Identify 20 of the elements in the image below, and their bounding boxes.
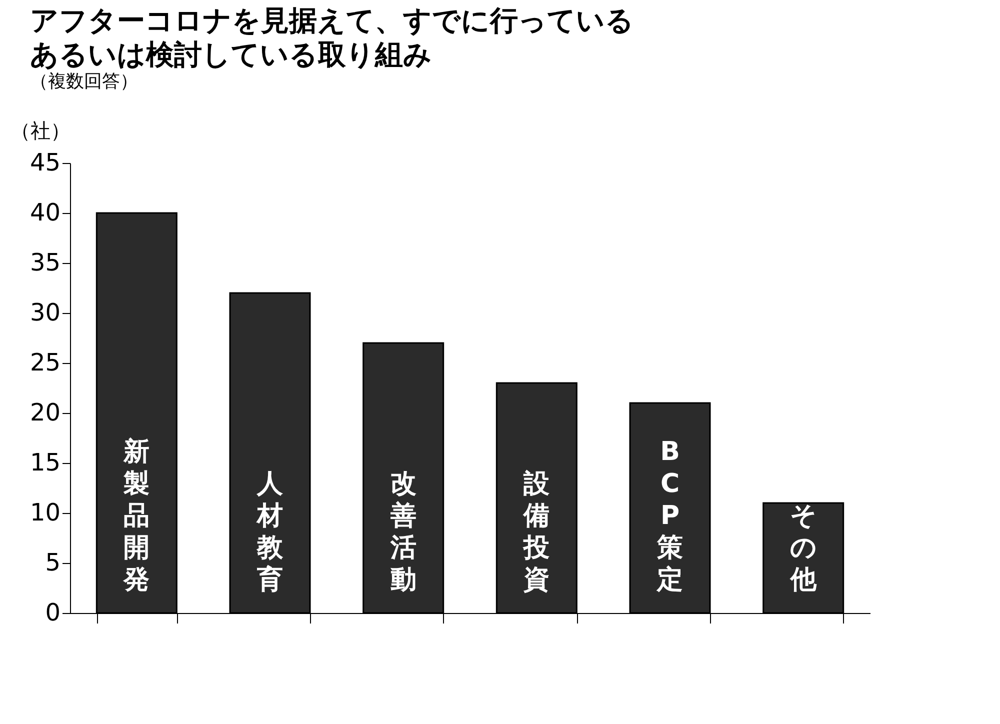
x-tick-label: 人材教育 (256, 469, 284, 595)
y-tick-label: 25 (30, 348, 60, 376)
y-tick-label: 0 (45, 598, 60, 626)
chart-subtitle: （複数回答） (30, 71, 138, 92)
y-tick-label: 10 (30, 498, 60, 526)
text: あるいは検討している取り組み (30, 38, 432, 71)
y-tick-label: 40 (30, 198, 60, 226)
y-tick-label: 45 (30, 148, 60, 176)
x-tick-label: 改善活動 (389, 469, 416, 595)
text: アフターコロナを見据えて、すでに行っている (30, 4, 634, 37)
y-tick-label: 30 (30, 298, 60, 326)
y-tick-label: 5 (45, 548, 60, 576)
x-tick-label: BCP策定 (656, 437, 683, 595)
y-tick-label: 20 (30, 398, 60, 426)
y-axis-title: （社） (10, 118, 70, 142)
x-tick-label: その他 (789, 501, 818, 595)
x-tick-label: 設備投資 (522, 469, 551, 595)
y-tick-label: 35 (30, 248, 60, 276)
x-tick-label: 新製品開発 (122, 437, 150, 595)
y-tick-label: 15 (30, 448, 60, 476)
